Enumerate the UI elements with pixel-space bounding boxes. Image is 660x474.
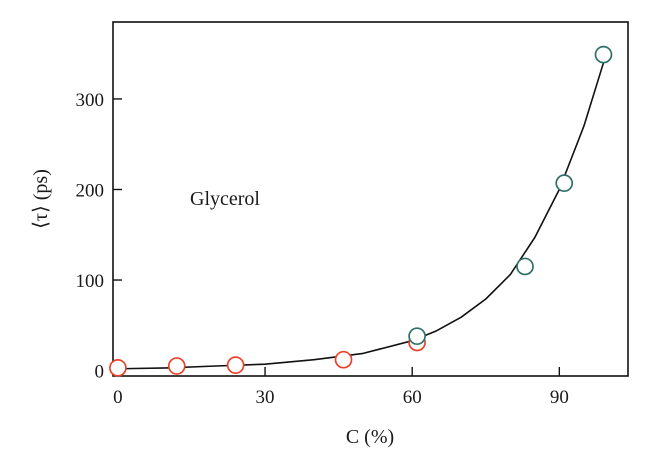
data-point-series-2 <box>408 327 426 346</box>
x-tick-label: 90 <box>550 387 569 408</box>
y-axis-title: ⟨τ⟩ (ps) <box>30 169 52 229</box>
y-tick-label: 0 <box>95 362 105 383</box>
data-markers-layer <box>109 45 613 377</box>
y-tick-label: 200 <box>76 180 105 201</box>
fit-curve-layer <box>117 62 605 370</box>
x-tick-label: 0 <box>113 387 123 408</box>
x-axis-title: C (%) <box>346 426 394 448</box>
data-point-series-1 <box>109 359 127 377</box>
x-tick-label: 60 <box>403 387 422 408</box>
fit-curve <box>117 62 605 370</box>
data-point-series-2 <box>594 45 613 64</box>
ticks-layer: 0 30 60 90 0 100 200 300 <box>76 90 569 408</box>
data-point-series-1 <box>334 350 353 369</box>
x-tick-label: 30 <box>256 387 275 408</box>
data-point-series-1 <box>226 356 245 374</box>
plot-frame <box>112 21 629 377</box>
annotation-glycerol: Glycerol <box>190 188 260 210</box>
y-tick-label: 300 <box>76 90 105 111</box>
data-point-series-1 <box>167 357 186 375</box>
y-tick-label: 100 <box>76 271 105 292</box>
data-point-series-2 <box>516 257 534 276</box>
data-point-series-2 <box>555 174 574 193</box>
